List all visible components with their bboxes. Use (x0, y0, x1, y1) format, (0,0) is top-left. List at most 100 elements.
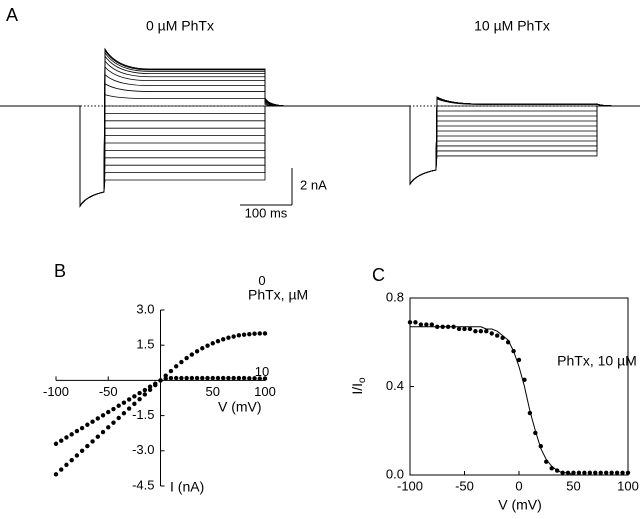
x-tick-label: 100 (254, 384, 276, 399)
y-tick-label: 0.0 (386, 466, 404, 481)
data-point (451, 324, 456, 329)
y-tick-label: -1.5 (132, 407, 154, 422)
data-point (625, 470, 631, 475)
data-point (257, 376, 262, 381)
data-point (189, 375, 195, 381)
data-point (111, 420, 116, 425)
x-axis-label: V (mV) (498, 497, 542, 513)
current-trace (0, 51, 300, 208)
current-trace (0, 47, 300, 208)
data-point (116, 403, 121, 408)
data-point (252, 331, 257, 336)
y-axis-label: I/Io (349, 377, 368, 395)
data-point (147, 384, 153, 389)
data-point (205, 343, 210, 348)
current-trace (300, 105, 640, 186)
data-point (126, 406, 132, 411)
data-point (456, 326, 462, 332)
data-point (126, 397, 132, 402)
data-point (132, 401, 137, 407)
data-point (64, 462, 69, 468)
data-point (179, 359, 184, 365)
data-point (538, 444, 543, 449)
data-point (241, 375, 247, 381)
data-point (59, 467, 64, 472)
data-point (413, 320, 418, 325)
data-point (90, 419, 95, 424)
data-point (163, 376, 168, 381)
data-point (168, 368, 174, 374)
data-point (473, 328, 478, 334)
current-trace (300, 105, 640, 186)
data-point (257, 331, 262, 336)
data-point (215, 339, 221, 344)
data-point (231, 375, 236, 381)
scale-label: 100 ms (245, 205, 288, 220)
data-point (137, 390, 142, 396)
legend-entry: 10 (255, 364, 269, 379)
data-point (59, 438, 64, 443)
data-point (215, 375, 221, 381)
y-axis-label: I/Io (349, 377, 368, 395)
y-tick-label: 0.8 (386, 289, 404, 304)
data-point (90, 439, 95, 444)
data-point (106, 425, 111, 430)
current-trace (300, 105, 640, 186)
data-point (478, 328, 484, 334)
data-point (576, 470, 582, 475)
data-point (121, 400, 127, 405)
current-trace (0, 65, 300, 208)
data-point (95, 416, 101, 421)
data-point (505, 340, 511, 345)
data-point (614, 470, 620, 475)
panel-label: C (372, 265, 385, 285)
y-tick-label: -4.5 (132, 477, 154, 492)
data-point (620, 470, 625, 475)
data-point (205, 375, 210, 381)
data-point (194, 349, 200, 354)
data-point (95, 434, 101, 439)
data-point (544, 459, 549, 464)
current-trace (300, 105, 640, 186)
data-point (121, 411, 127, 416)
data-point (189, 352, 195, 357)
y-label-sub: o (357, 377, 368, 383)
data-point (53, 472, 59, 477)
data-point (132, 394, 137, 399)
data-point (500, 335, 505, 341)
data-point (142, 387, 148, 393)
scale-label: 2 nA (300, 177, 327, 192)
x-tick-label: 100 (617, 478, 639, 493)
current-trace (0, 47, 300, 208)
data-point (100, 413, 106, 418)
condition-label: 0 µM PhTx (146, 18, 214, 34)
data-point (147, 387, 153, 392)
data-point (252, 376, 257, 381)
data-point (210, 375, 215, 381)
data-point (247, 331, 252, 337)
y-axis-label: I (nA) (170, 479, 204, 495)
data-point (489, 331, 494, 336)
x-tick-label: 50 (566, 478, 580, 493)
data-point (429, 322, 434, 327)
data-point (554, 468, 560, 473)
data-point (79, 425, 85, 431)
data-point (85, 422, 90, 427)
data-point (100, 429, 106, 435)
data-point (137, 396, 142, 402)
y-tick-label: 0.4 (386, 378, 404, 393)
y-tick-label: -3.0 (132, 442, 154, 457)
x-tick-label: -100 (43, 384, 69, 399)
data-point (522, 377, 527, 383)
data-point (106, 409, 111, 415)
data-point (79, 448, 85, 453)
data-point (587, 470, 593, 475)
data-point (247, 376, 252, 381)
data-point (200, 346, 205, 351)
data-point (533, 430, 538, 436)
data-point (467, 326, 473, 332)
data-point (184, 375, 189, 381)
data-point (516, 357, 522, 363)
x-tick-label: 0 (515, 478, 522, 493)
